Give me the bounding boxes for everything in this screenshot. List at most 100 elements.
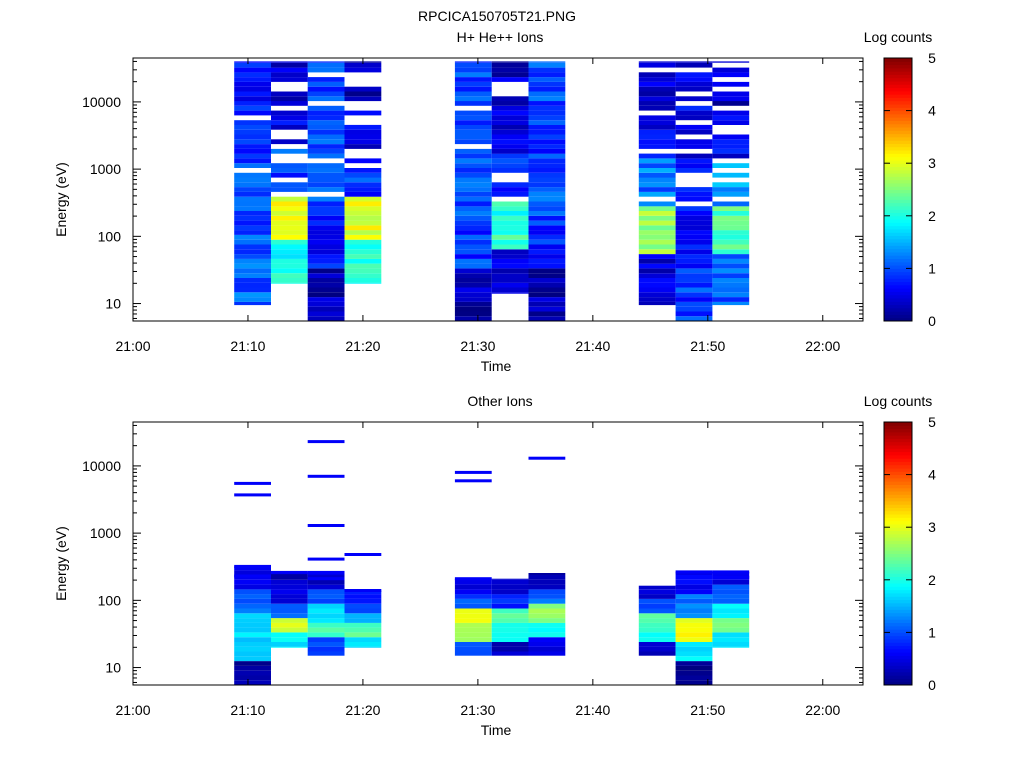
spectrogram-cell xyxy=(454,579,492,585)
colorbar-segment xyxy=(884,638,912,643)
spectrogram-cell xyxy=(528,287,566,293)
spectrogram-cell xyxy=(712,579,750,585)
spectrogram-cell xyxy=(454,642,492,647)
spectrogram-cell xyxy=(271,172,308,178)
colorbar-tick-label: 3 xyxy=(928,155,936,171)
spectrogram-cell xyxy=(528,105,566,111)
spectrogram-cell xyxy=(712,120,750,125)
spectrogram-cell xyxy=(234,129,271,135)
spectrogram-cell xyxy=(528,129,566,135)
colorbar-segment xyxy=(884,431,912,436)
spectrogram-cell xyxy=(491,77,529,82)
spectrogram-cell xyxy=(454,177,492,183)
spectrogram-cell xyxy=(307,201,345,207)
spectrogram-cell xyxy=(307,301,345,307)
colorbar-segment xyxy=(884,186,912,190)
colorbar-segment xyxy=(884,87,912,92)
x-tick-label: 21:10 xyxy=(230,702,265,718)
spectrogram-cell xyxy=(454,230,492,235)
spectrogram-cell xyxy=(454,134,492,140)
spectrogram-cell xyxy=(454,129,492,135)
isolated-count-line xyxy=(344,589,382,592)
spectrogram-cell xyxy=(344,598,382,604)
spectrogram-cell xyxy=(638,153,676,159)
spectrogram-cell xyxy=(234,656,271,662)
spectrogram-cell xyxy=(528,115,566,121)
spectrogram-cell xyxy=(712,230,750,235)
spectrogram-cell xyxy=(712,206,750,211)
spectrogram-cell xyxy=(271,211,308,216)
spectrogram-cell xyxy=(491,258,529,264)
spectrogram-cell xyxy=(491,613,529,619)
colorbar-segment xyxy=(884,150,912,154)
spectrogram-cell xyxy=(271,608,308,614)
spectrogram-cell xyxy=(491,129,529,135)
colorbar-segment xyxy=(884,176,912,181)
spectrogram-cell xyxy=(234,239,271,245)
colorbar-segment xyxy=(884,232,912,237)
spectrogram-cell xyxy=(454,196,492,202)
spectrogram-cell xyxy=(491,589,529,595)
isolated-count-line xyxy=(307,570,345,574)
spectrogram-cell xyxy=(307,622,345,628)
colorbar-segment xyxy=(884,133,912,138)
spectrogram-cell xyxy=(454,651,492,656)
spectrogram-cell xyxy=(307,129,345,135)
spectrogram-cell xyxy=(675,613,713,619)
spectrogram-cell xyxy=(234,62,271,68)
panel-title: Other Ions xyxy=(467,393,532,409)
spectrogram-cell xyxy=(638,613,676,619)
spectrogram-cell xyxy=(307,579,345,585)
colorbar-segment xyxy=(884,648,912,653)
colorbar-segment xyxy=(884,192,912,197)
spectrogram-cell xyxy=(638,594,676,599)
time-column xyxy=(638,61,676,306)
spectrogram-cell xyxy=(528,158,566,164)
spectrogram-cell xyxy=(234,191,271,197)
spectrogram-cell xyxy=(234,254,271,259)
spectrogram-cell xyxy=(271,120,308,125)
spectrogram-cell xyxy=(454,316,492,321)
spectrogram-cell xyxy=(307,627,345,633)
isolated-count-line xyxy=(234,493,271,497)
colorbar-segment xyxy=(884,560,912,564)
spectrogram-cell xyxy=(344,594,382,599)
spectrogram-cell xyxy=(234,287,271,293)
colorbar-segment xyxy=(884,441,912,446)
spectrogram-cell xyxy=(675,230,713,235)
spectrogram-cell xyxy=(271,642,308,647)
spectrogram-cell xyxy=(271,62,308,68)
spectrogram-cell xyxy=(307,196,345,202)
colorbar-segment xyxy=(884,278,912,283)
spectrogram-cell xyxy=(491,168,529,173)
spectrogram-cell xyxy=(344,91,382,97)
spectrogram-cell xyxy=(234,579,271,585)
colorbar-segment xyxy=(884,127,912,131)
spectrogram-cell xyxy=(234,110,271,116)
spectrogram-cell xyxy=(271,584,308,590)
spectrogram-cell xyxy=(271,215,308,221)
spectrogram-cell xyxy=(234,278,271,283)
spectrogram-cell xyxy=(234,594,271,599)
spectrogram-cell xyxy=(307,81,345,87)
spectrogram-cell xyxy=(675,665,713,671)
spectrogram-cell xyxy=(454,287,492,293)
colorbar-segment xyxy=(884,523,912,528)
spectrogram-cell xyxy=(344,62,382,68)
spectrogram-cell xyxy=(528,134,566,140)
isolated-count-line xyxy=(271,570,308,574)
colorbar-tick-label: 1 xyxy=(928,624,936,640)
spectrogram-cell xyxy=(234,292,271,298)
spectrogram-cell xyxy=(344,618,382,623)
spectrogram-cell xyxy=(712,646,750,648)
spectrogram-cell xyxy=(712,239,750,245)
colorbar-segment xyxy=(884,274,912,279)
spectrogram-cell xyxy=(454,163,492,168)
colorbar: 0 1 2 3 4 5 Log counts xyxy=(864,29,936,329)
colorbar-segment xyxy=(884,556,912,561)
colorbar-segment xyxy=(884,97,912,102)
spectrogram-cell xyxy=(675,594,713,599)
spectrogram-cell xyxy=(454,263,492,269)
spectrogram-cell xyxy=(491,278,529,283)
colorbar-segment xyxy=(884,301,912,306)
